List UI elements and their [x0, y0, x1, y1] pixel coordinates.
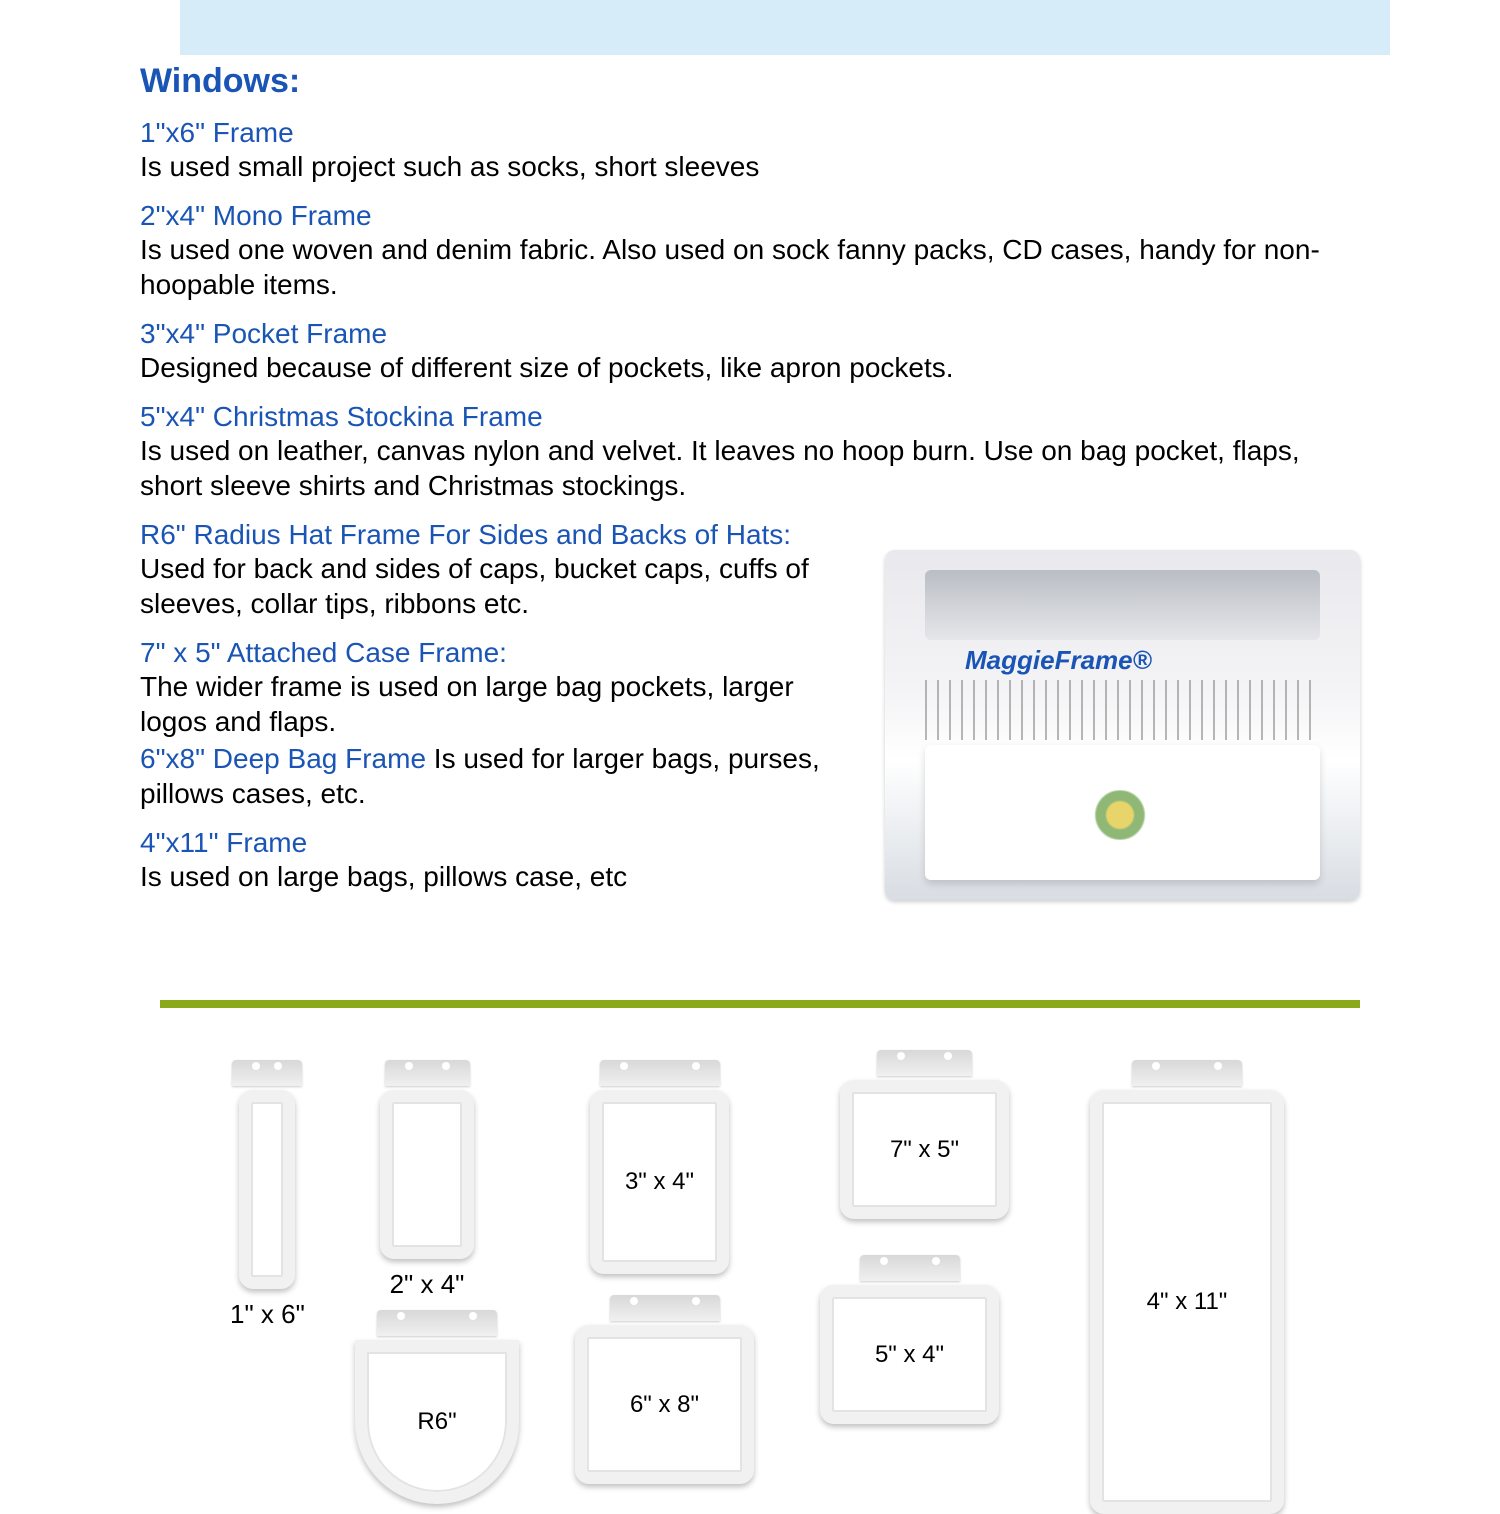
hoop-1x6: 1" x 6" — [230, 1060, 305, 1330]
hoop-shape: 3" x 4" — [590, 1090, 729, 1274]
frame-desc: Designed because of different size of po… — [140, 350, 1360, 385]
frame-entry: 6"x8" Deep Bag Frame Is used for larger … — [140, 741, 860, 811]
hoop-shape: 6" x 8" — [575, 1325, 754, 1484]
frame-title: 3"x4" Pocket Frame — [140, 318, 1360, 350]
bracket-icon — [877, 1050, 972, 1076]
bracket-icon — [1132, 1060, 1242, 1086]
frame-title: R6" Radius Hat Frame For Sides and Backs… — [140, 519, 860, 551]
stitch-graphic — [1085, 790, 1155, 840]
divider — [160, 1000, 1360, 1008]
hoop-shape: 5" x 4" — [820, 1285, 999, 1424]
bracket-icon — [385, 1060, 470, 1086]
frames-diagram: 1" x 6"2" x 4"3" x 4"7" x 5"4" x 11"R6"6… — [120, 1030, 1400, 1500]
frame-title: 1"x6" Frame — [140, 117, 1360, 149]
hoop-5x4: 5" x 4" — [820, 1255, 999, 1424]
frame-desc: Is used small project such as socks, sho… — [140, 149, 1360, 184]
frame-desc: Is used on large bags, pillows case, etc — [140, 859, 860, 894]
product-photo: MaggieFrame® — [885, 550, 1360, 900]
frame-desc: The wider frame is used on large bag poc… — [140, 669, 860, 739]
frame-title: 7" x 5" Attached Case Frame: — [140, 637, 860, 669]
bracket-icon — [377, 1310, 497, 1336]
hoop-shape: 4" x 11" — [1090, 1090, 1284, 1514]
needles-graphic — [925, 680, 1320, 740]
hoop-4x11: 4" x 11" — [1090, 1060, 1284, 1514]
hoop-label: 1" x 6" — [230, 1299, 305, 1330]
frame-desc: Used for back and sides of caps, bucket … — [140, 551, 860, 621]
hoop-shape: R6" — [355, 1340, 519, 1504]
frame-title: 2"x4" Mono Frame — [140, 200, 1360, 232]
hoop-shape: 7" x 5" — [840, 1080, 1009, 1219]
frame-desc: Is used on leather, canvas nylon and vel… — [140, 433, 1360, 503]
bracket-icon — [860, 1255, 960, 1281]
machine-head — [925, 570, 1320, 640]
hoop-shape — [380, 1090, 474, 1259]
hoop-3x4: 3" x 4" — [590, 1060, 729, 1274]
hoop-7x5: 7" x 5" — [840, 1050, 1009, 1219]
hoop-label: 2" x 4" — [380, 1269, 474, 1300]
bracket-icon — [610, 1295, 720, 1321]
hoop-shape — [239, 1090, 295, 1289]
brand-label: MaggieFrame® — [965, 645, 1152, 676]
frame-title: 4"x11" Frame — [140, 827, 860, 859]
top-banner — [180, 0, 1390, 55]
hoop-6x8: 6" x 8" — [575, 1295, 754, 1484]
hoop-r6: R6" — [355, 1310, 519, 1504]
frame-desc: Is used one woven and denim fabric. Also… — [140, 232, 1360, 302]
bracket-icon — [232, 1060, 302, 1086]
frame-title: 6"x8" Deep Bag Frame — [140, 743, 434, 774]
hoop-2x4: 2" x 4" — [380, 1060, 474, 1300]
section-title: Windows: — [140, 62, 1360, 101]
bracket-icon — [600, 1060, 720, 1086]
frame-title: 5"x4" Christmas Stockina Frame — [140, 401, 1360, 433]
